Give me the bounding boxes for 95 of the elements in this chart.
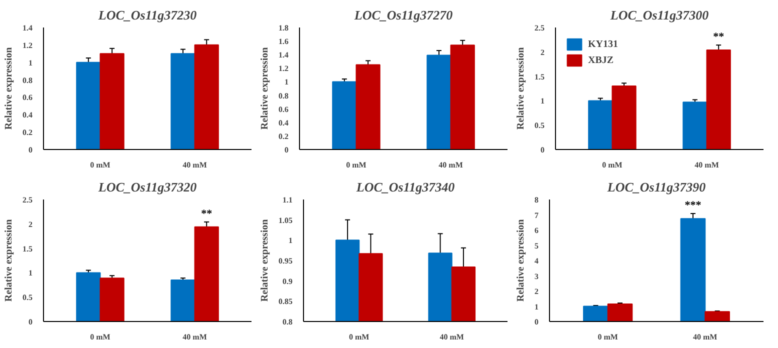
annotation: ** — [201, 208, 213, 220]
legend-label: XBJZ — [588, 54, 614, 66]
chart-title: LOC_Os11g37390 — [606, 180, 706, 194]
y-tick-label: 1 — [28, 58, 32, 68]
annotation: ** — [713, 30, 725, 43]
y-tick-label: 1 — [28, 268, 32, 278]
y-tick-label: 1.5 — [22, 244, 32, 254]
bar — [680, 218, 706, 322]
y-tick-label: 1.1 — [282, 196, 292, 204]
y-tick-label: 1.4 — [278, 50, 288, 60]
y-axis-title: Relative expression — [516, 218, 526, 302]
bar — [194, 226, 219, 322]
annotation: *** — [684, 200, 702, 212]
chart-title: LOC_Os11g37230 — [97, 8, 198, 22]
y-tick-label: 7 — [534, 210, 538, 220]
legend-label: KY131 — [588, 38, 618, 50]
bar — [588, 100, 613, 150]
bar — [332, 81, 357, 150]
y-tick-label: 0.5 — [534, 121, 544, 130]
y-tick-label: 0.8 — [278, 91, 288, 100]
bar — [682, 102, 708, 150]
y-tick-label: 0.4 — [22, 110, 32, 120]
y-tick-label: 1.4 — [22, 24, 32, 32]
bar — [194, 44, 219, 150]
y-tick-label: 2 — [540, 48, 544, 57]
y-tick-label: 3 — [534, 272, 538, 281]
y-axis-title: Relative expression — [4, 46, 14, 130]
bar — [450, 44, 475, 150]
y-tick-label: 1 — [534, 302, 538, 312]
y-tick-label: 1.05 — [278, 216, 292, 225]
y-tick-label: 0.85 — [278, 297, 292, 306]
x-tick-label: 40 mM — [182, 332, 208, 342]
bar — [76, 272, 101, 322]
x-tick-label: 0 mM — [346, 160, 367, 170]
chart-title: LOC_Os11g37320 — [97, 180, 198, 194]
y-tick-label: 1.2 — [278, 64, 288, 74]
x-tick-label: 0 mM — [90, 332, 111, 342]
y-tick-label: 0.9 — [282, 276, 292, 286]
bar — [100, 53, 124, 150]
x-tick-label: 40 mM — [693, 332, 718, 342]
x-tick-label: 40 mM — [182, 160, 208, 170]
y-tick-label: 0 — [28, 146, 32, 154]
x-tick-label: 40 mM — [438, 160, 464, 170]
y-axis-title: Relative expression — [260, 218, 270, 302]
y-tick-label: 2 — [534, 287, 538, 296]
bar — [170, 280, 196, 322]
y-axis-title: Relative expression — [260, 46, 270, 130]
y-axis-title: Relative expression — [516, 46, 526, 130]
y-tick-label: 0.2 — [278, 132, 288, 141]
y-tick-label: 2.5 — [22, 196, 32, 204]
bar — [704, 311, 730, 322]
y-tick-label: 0.8 — [22, 76, 32, 85]
y-tick-label: 8 — [534, 196, 538, 204]
bar — [170, 53, 196, 150]
y-tick-label: 1.8 — [278, 24, 288, 32]
y-tick-label: 0 — [28, 318, 32, 326]
bar — [426, 54, 452, 150]
bar — [607, 303, 633, 322]
chart-title: LOC_Os11g37300 — [609, 8, 710, 22]
chart-title: LOC_Os11g37340 — [355, 180, 456, 194]
y-tick-label: 4 — [534, 256, 538, 266]
bar — [583, 306, 608, 322]
bar — [706, 49, 731, 150]
x-tick-label: 0 mM — [349, 332, 370, 342]
bar — [100, 278, 124, 322]
y-tick-label: 0.2 — [22, 128, 32, 138]
y-tick-label: 0 — [540, 146, 544, 154]
y-tick-label: 5 — [534, 241, 538, 250]
y-tick-label: 6 — [534, 226, 538, 235]
y-tick-label: 1.5 — [534, 72, 544, 82]
x-tick-label: 0 mM — [598, 332, 618, 342]
y-tick-label: 1 — [288, 236, 292, 246]
bar — [612, 86, 636, 150]
y-tick-label: 0.6 — [278, 104, 288, 114]
x-tick-label: 40 mM — [440, 332, 464, 342]
x-tick-label: 40 mM — [694, 160, 720, 170]
y-tick-label: 0.4 — [278, 118, 288, 128]
y-tick-label: 0 — [534, 318, 538, 326]
bar — [356, 64, 380, 150]
y-tick-label: 1 — [540, 96, 544, 106]
y-axis-title: Relative expression — [4, 218, 14, 302]
y-tick-label: 1.6 — [278, 37, 288, 46]
y-tick-label: 2 — [28, 220, 32, 229]
x-tick-label: 0 mM — [602, 160, 623, 170]
y-tick-label: 0.95 — [278, 256, 292, 266]
y-tick-label: 0 — [284, 146, 288, 154]
y-tick-label: 1.2 — [22, 40, 32, 50]
x-tick-label: 0 mM — [90, 160, 111, 170]
y-tick-label: 0.8 — [282, 318, 292, 326]
y-tick-label: 0.5 — [22, 293, 32, 302]
y-tick-label: 1 — [284, 78, 288, 87]
y-tick-label: 2.5 — [534, 24, 544, 32]
y-tick-label: 0.6 — [22, 93, 32, 102]
bar — [76, 62, 101, 150]
chart-title: LOC_Os11g37270 — [353, 8, 454, 22]
